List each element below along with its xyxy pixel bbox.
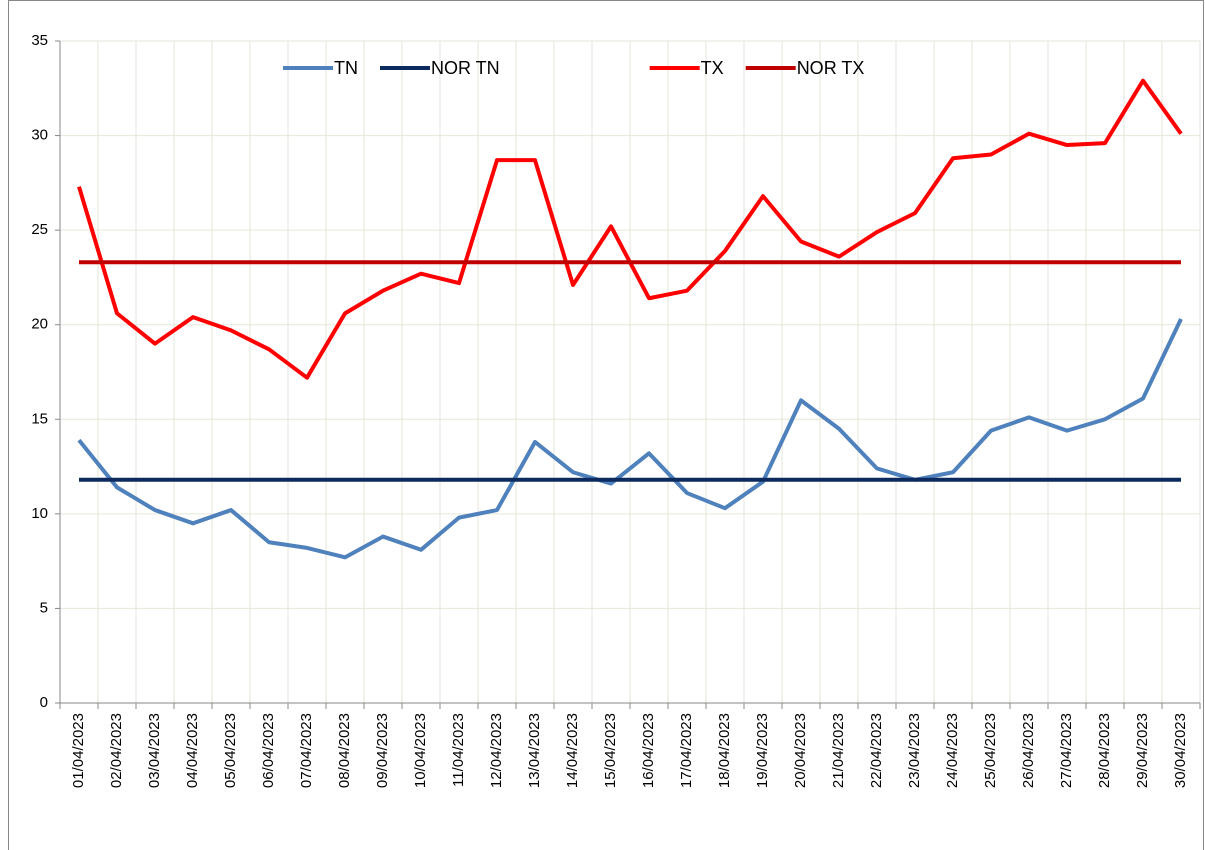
- x-tick-label: 12/04/2023: [488, 713, 505, 788]
- x-tick-label: 06/04/2023: [260, 713, 277, 788]
- series-line: [77, 318, 1183, 560]
- x-tick-label: 01/04/2023: [70, 713, 87, 788]
- legend-label: TN: [334, 58, 358, 78]
- x-tick-label: 29/04/2023: [1134, 713, 1151, 788]
- y-tick-label: 15: [31, 410, 48, 427]
- y-tick-label: 25: [31, 221, 48, 238]
- legend-label: NOR TN: [431, 58, 500, 78]
- y-tick-label: 0: [40, 694, 48, 711]
- x-tick-label: 21/04/2023: [830, 713, 847, 788]
- x-tick-label: 28/04/2023: [1096, 713, 1113, 788]
- x-tick-label: 22/04/2023: [868, 713, 885, 788]
- x-tick-label: 20/04/2023: [792, 713, 809, 788]
- x-tick-label: 07/04/2023: [298, 713, 315, 788]
- x-tick-label: 19/04/2023: [754, 713, 771, 788]
- x-tick-label: 09/04/2023: [374, 713, 391, 788]
- y-tick-label: 30: [31, 127, 48, 144]
- x-tick-label: 23/04/2023: [906, 713, 923, 788]
- x-tick-label: 16/04/2023: [640, 713, 657, 788]
- y-tick-label: 35: [31, 32, 48, 49]
- y-tick-label: 20: [31, 316, 48, 333]
- x-tick-label: 17/04/2023: [678, 713, 695, 788]
- y-tick-label: 10: [31, 505, 48, 522]
- y-tick-label: 5: [40, 599, 48, 616]
- x-tick-label: 15/04/2023: [602, 713, 619, 788]
- legend-label: TX: [701, 58, 724, 78]
- x-tick-label: 18/04/2023: [716, 713, 733, 788]
- x-tick-label: 08/04/2023: [336, 713, 353, 788]
- x-tick-label: 04/04/2023: [184, 713, 201, 788]
- x-tick-label: 02/04/2023: [108, 713, 125, 788]
- x-tick-label: 10/04/2023: [412, 713, 429, 788]
- x-tick-label: 11/04/2023: [450, 713, 467, 787]
- legend-label: NOR TX: [797, 58, 865, 78]
- x-tick-label: 26/04/2023: [1020, 713, 1037, 788]
- x-tick-label: 03/04/2023: [146, 713, 163, 788]
- x-tick-label: 30/04/2023: [1172, 713, 1189, 788]
- x-tick-label: 13/04/2023: [526, 713, 543, 788]
- x-tick-label: 27/04/2023: [1058, 713, 1075, 788]
- x-tick-label: 25/04/2023: [982, 713, 999, 788]
- legend: TN NOR TN TX NOR TX: [283, 58, 864, 78]
- x-tick-label: 14/04/2023: [564, 713, 581, 788]
- x-tick-label: 24/04/2023: [944, 713, 961, 788]
- x-tick-label: 05/04/2023: [222, 713, 239, 788]
